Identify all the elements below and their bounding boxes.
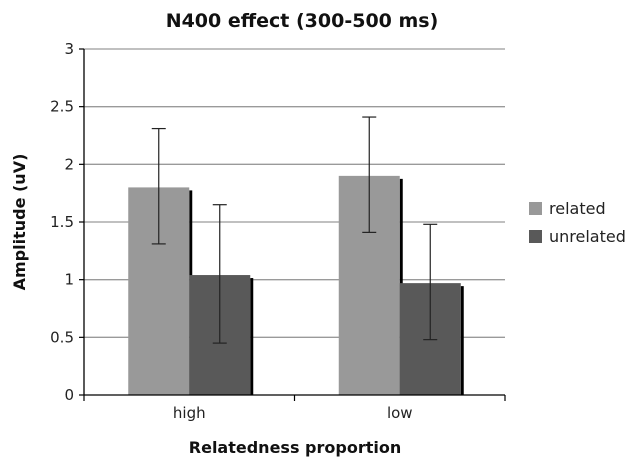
y-tick-label: 1.5 <box>50 213 74 231</box>
y-tick-label: 0 <box>64 386 74 404</box>
bar-shadow <box>460 286 464 395</box>
bars <box>128 116 464 395</box>
legend-label: related <box>549 199 606 218</box>
legend-swatch-unrelated <box>529 230 542 243</box>
x-axis-label: Relatedness proportion <box>189 438 401 457</box>
chart-title: N400 effect (300-500 ms) <box>166 10 439 32</box>
bar-shadow <box>250 278 254 395</box>
y-tick-label: 2.5 <box>50 98 74 116</box>
axes: 0 0.5 1 1.5 2 2.5 3 high low <box>50 40 506 422</box>
y-tick-label: 0.5 <box>50 328 74 346</box>
y-tick-label: 1 <box>64 271 74 289</box>
legend: related unrelated <box>529 199 626 246</box>
legend-label: unrelated <box>549 227 626 246</box>
x-tick-label: high <box>173 404 206 422</box>
x-tick-label: low <box>387 404 413 422</box>
legend-swatch-related <box>529 202 542 215</box>
y-tick-label: 3 <box>64 40 74 58</box>
y-axis-label: Amplitude (uV) <box>10 154 29 291</box>
y-tick-label: 2 <box>64 155 74 173</box>
